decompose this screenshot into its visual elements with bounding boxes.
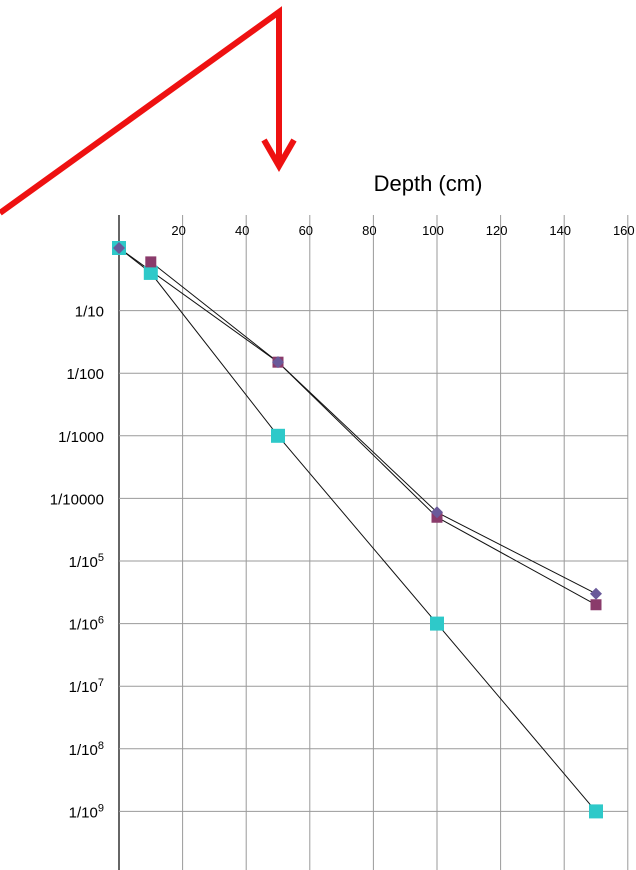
series-line-3 [118, 247, 597, 595]
x-tick-label: 160 [613, 223, 635, 238]
x-tick-label: 140 [549, 223, 571, 238]
y-tick-label: 1/105 [69, 552, 104, 571]
y-tick-label: 1/109 [69, 802, 104, 821]
x-tick-label: 40 [235, 223, 249, 238]
y-tick-label: 1/100 [66, 366, 104, 383]
y-tick-label: 1/10 [75, 304, 104, 321]
y-tick-label: 1/1000 [58, 429, 104, 446]
y-tick-labels: 1/10 1/100 1/1000 1/10000 1/105 1/106 1/107 1/1… [50, 304, 104, 822]
data-point [143, 265, 158, 280]
x-tick-label: 100 [422, 223, 444, 238]
x-tick-label: 60 [299, 223, 313, 238]
arrow-shaft [0, 6, 282, 216]
series-layer [112, 241, 603, 819]
data-point [272, 356, 284, 369]
data-point [431, 506, 443, 519]
x-tick-label: 20 [171, 223, 185, 238]
x-tick-label: 80 [362, 223, 376, 238]
data-point [271, 428, 285, 443]
x-tick-labels: 20 40 60 80 100 120 140 160 [171, 223, 634, 238]
y-tick-label: 1/107 [69, 677, 104, 696]
data-point [590, 599, 602, 611]
series-line-2 [150, 261, 597, 606]
x-axis-title: Depth (cm) [374, 171, 483, 196]
data-point [589, 804, 603, 819]
x-tick-label: 120 [486, 223, 508, 238]
y-tick-label: 1/10000 [50, 491, 104, 508]
data-point [145, 256, 157, 268]
data-point [430, 616, 444, 631]
annotation-arrow [0, 6, 297, 216]
y-tick-label: 1/108 [69, 740, 104, 759]
grid [118, 215, 629, 870]
y-tick-label: 1/106 [69, 615, 104, 634]
data-point [113, 242, 125, 254]
data-point [590, 587, 602, 600]
series-line-1 [118, 247, 597, 812]
arrow-head [261, 138, 297, 173]
